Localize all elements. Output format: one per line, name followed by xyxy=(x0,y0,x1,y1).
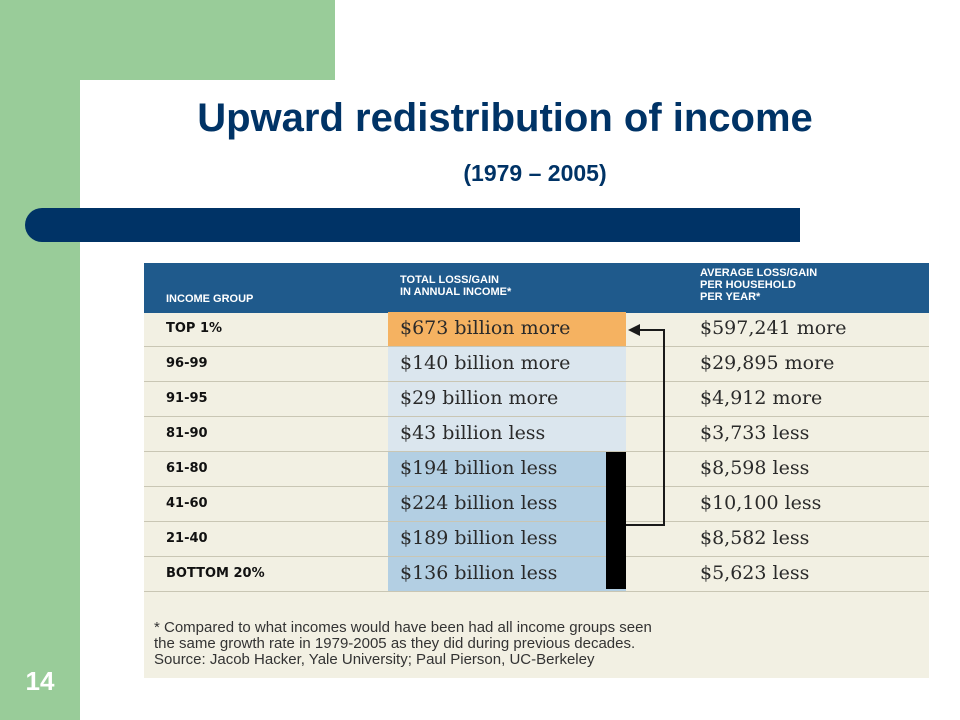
row-total-cell: $140 billion more xyxy=(388,347,626,381)
slide-title: Upward redistribution of income xyxy=(197,96,813,140)
row-group: TOP 1% xyxy=(166,321,223,336)
title-divider-bar xyxy=(25,208,800,242)
header-total-line2: IN ANNUAL INCOME* xyxy=(400,286,512,298)
row-total-cell: $136 billion less xyxy=(388,557,626,591)
row-group: 21-40 xyxy=(166,531,208,546)
row-group: 96-99 xyxy=(166,356,208,371)
row-average: $3,733 less xyxy=(700,422,810,444)
table-row: 61-80 $194 billion less $8,598 less xyxy=(144,452,929,487)
header-avg-line2: PER HOUSEHOLD xyxy=(700,279,796,291)
row-average: $29,895 more xyxy=(700,352,835,374)
row-average: $8,598 less xyxy=(700,457,810,479)
header-avg-line1: AVERAGE LOSS/GAIN xyxy=(700,267,818,279)
row-total-cell: $224 billion less xyxy=(388,487,626,521)
row-total: $194 billion less xyxy=(400,457,558,479)
table-row: 96-99 $140 billion more $29,895 more xyxy=(144,347,929,382)
footnote-line: the same growth rate in 1979-2005 as the… xyxy=(154,635,636,652)
header-total: TOTAL LOSS/GAIN IN ANNUAL INCOME* xyxy=(400,274,600,298)
income-table: INCOME GROUP TOTAL LOSS/GAIN IN ANNUAL I… xyxy=(144,263,929,678)
footnote-line: * Compared to what incomes would have be… xyxy=(154,619,652,636)
row-group: 61-80 xyxy=(166,461,208,476)
header-average: AVERAGE LOSS/GAIN PER HOUSEHOLD PER YEAR… xyxy=(700,267,920,303)
table-row: TOP 1% $673 billion more $597,241 more xyxy=(144,312,929,347)
header-total-line1: TOTAL LOSS/GAIN xyxy=(400,274,500,286)
row-average: $8,582 less xyxy=(700,527,810,549)
row-average: $597,241 more xyxy=(700,317,847,339)
table-footnote: * Compared to what incomes would have be… xyxy=(154,620,924,668)
table-row: 21-40 $189 billion less $8,582 less xyxy=(144,522,929,557)
rounded-corner xyxy=(80,80,140,140)
row-average: $4,912 more xyxy=(700,387,823,409)
row-total-cell: $673 billion more xyxy=(388,312,626,346)
header-income-group: INCOME GROUP xyxy=(166,293,254,305)
table-row: BOTTOM 20% $136 billion less $5,623 less xyxy=(144,557,929,592)
left-green-band xyxy=(0,0,80,720)
header-avg-line3: PER YEAR* xyxy=(700,291,761,303)
table-row: 41-60 $224 billion less $10,100 less xyxy=(144,487,929,522)
row-group: 91-95 xyxy=(166,391,208,406)
row-total: $29 billion more xyxy=(400,387,559,409)
row-total: $136 billion less xyxy=(400,562,558,584)
row-total: $43 billion less xyxy=(400,422,546,444)
row-total-cell: $189 billion less xyxy=(388,522,626,556)
slide-subtitle: (1979 – 2005) xyxy=(463,160,607,186)
row-group: 81-90 xyxy=(166,426,208,441)
table-row: 81-90 $43 billion less $3,733 less xyxy=(144,417,929,452)
row-total-cell: $29 billion more xyxy=(388,382,626,416)
row-total: $140 billion more xyxy=(400,352,571,374)
row-group: 41-60 xyxy=(166,496,208,511)
row-total-cell: $43 billion less xyxy=(388,417,626,451)
row-total-cell: $194 billion less xyxy=(388,452,626,486)
row-average: $5,623 less xyxy=(700,562,810,584)
table-header: INCOME GROUP TOTAL LOSS/GAIN IN ANNUAL I… xyxy=(144,263,929,313)
top-green-band xyxy=(80,0,335,80)
row-total: $224 billion less xyxy=(400,492,558,514)
footnote-source: Source: Jacob Hacker, Yale University; P… xyxy=(154,651,595,668)
row-group: BOTTOM 20% xyxy=(166,566,265,581)
redistribution-arrow-icon xyxy=(626,324,665,526)
slide-number: 14 xyxy=(25,666,55,696)
table-row: 91-95 $29 billion more $4,912 more xyxy=(144,382,929,417)
row-total: $673 billion more xyxy=(400,317,571,339)
row-average: $10,100 less xyxy=(700,492,822,514)
row-total: $189 billion less xyxy=(400,527,558,549)
loss-bracket-bar xyxy=(606,452,626,589)
